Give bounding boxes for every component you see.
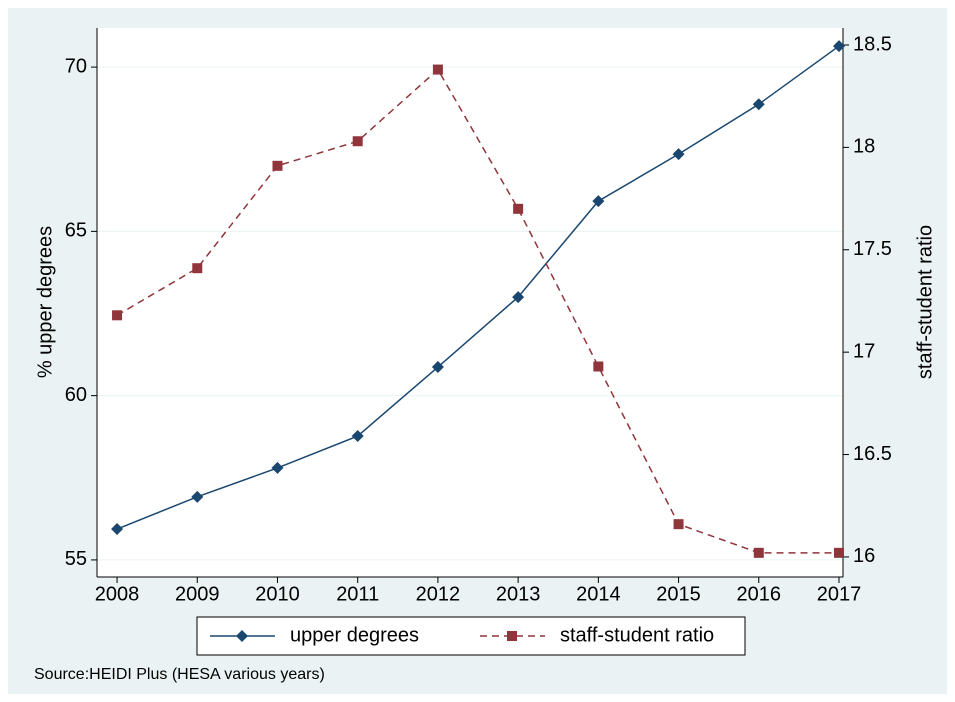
marker [512, 291, 525, 304]
y2-tick-label: 17.5 [853, 238, 892, 260]
marker [673, 519, 684, 530]
marker [593, 361, 604, 372]
x-tick-label: 2014 [576, 583, 621, 605]
marker [592, 195, 605, 208]
marker [351, 430, 364, 443]
x-tick-label: 2013 [496, 583, 541, 605]
marker [352, 136, 363, 147]
x-tick-label: 2009 [175, 583, 220, 605]
x-tick-label: 2008 [95, 583, 140, 605]
y2-tick-label: 17 [853, 340, 875, 362]
x-tick-label: 2016 [737, 583, 782, 605]
y2-tick-label: 18 [853, 136, 875, 158]
y2-tick-label: 16.5 [853, 443, 892, 465]
marker [832, 40, 845, 53]
y-tick-label: 60 [65, 384, 87, 406]
x-tick-label: 2015 [656, 583, 701, 605]
legend-box [196, 616, 746, 656]
marker [833, 547, 844, 558]
source-note: Source:HEIDI Plus (HESA various years) [34, 666, 325, 683]
marker [672, 148, 685, 161]
marker [192, 263, 203, 274]
marker [112, 310, 123, 321]
marker [431, 361, 444, 374]
y2-axis-title: staff-student ratio [914, 225, 936, 379]
marker [752, 98, 765, 111]
y-tick-label: 70 [65, 55, 87, 77]
marker [272, 160, 283, 171]
marker [271, 461, 284, 474]
y2-tick-label: 16 [853, 545, 875, 567]
legend-marker [507, 631, 517, 641]
marker [191, 490, 204, 503]
y2-tick-label: 18.5 [853, 33, 892, 55]
legend-label: upper degrees [290, 624, 419, 646]
legend-marker [236, 630, 248, 642]
marker [753, 547, 764, 558]
plot-layer: 55 60 65 70 16 16.5 17 17.5 18 18.5 2008 2009 2010 20… [65, 28, 892, 646]
series-line [116, 68, 839, 554]
marker [513, 203, 524, 214]
y-axis-title: % upper degrees [34, 226, 56, 378]
x-tick-label: 2011 [336, 583, 379, 605]
marker [432, 64, 443, 75]
legend-label: staff-student ratio [560, 624, 714, 646]
plot-area [97, 28, 843, 577]
x-tick-label: 2010 [255, 583, 300, 605]
y-tick-label: 65 [65, 220, 87, 242]
series-line [116, 45, 840, 530]
marker [111, 523, 124, 536]
x-tick-label: 2017 [817, 583, 862, 605]
x-tick-label: 2012 [416, 583, 461, 605]
y-tick-label: 55 [65, 548, 87, 570]
